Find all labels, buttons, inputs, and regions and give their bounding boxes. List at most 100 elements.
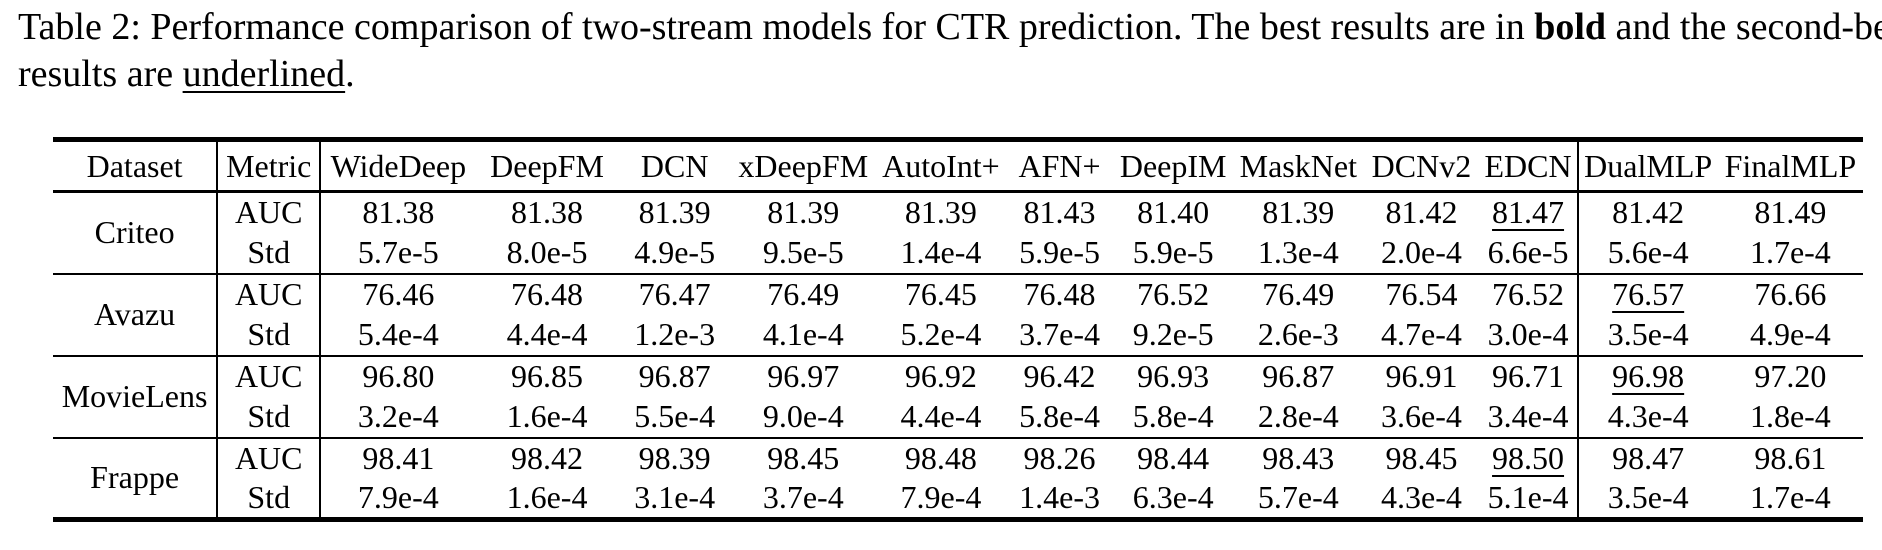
column-header-model: DualMLP bbox=[1577, 139, 1718, 193]
auc-value-cell: 81.39 bbox=[904, 194, 977, 231]
std-value-cell: 3.5e-4 bbox=[1607, 316, 1689, 352]
caption-text-1: Table 2: Performance comparison of two-s… bbox=[18, 6, 1535, 48]
auc-value-cell: 81.43 bbox=[1023, 194, 1096, 231]
std-value-cell: 5.8e-4 bbox=[1132, 398, 1214, 434]
auc-value-cell: 76.45 bbox=[904, 276, 977, 312]
std-value-cell: 9.2e-5 bbox=[1132, 316, 1214, 352]
std-value-cell: 2.6e-3 bbox=[1257, 316, 1339, 352]
metric-label-cell: AUC bbox=[217, 355, 322, 397]
header-row: Dataset Metric WideDeep DeepFM DCN xDeep… bbox=[53, 139, 1863, 193]
auc-value-cell: 98.41 bbox=[362, 440, 435, 476]
auc-value-cell: 81.39 bbox=[767, 194, 840, 231]
auc-value-cell: 81.39 bbox=[1262, 194, 1335, 231]
auc-value-cell: 76.49 bbox=[767, 276, 840, 312]
std-value-cell: 3.5e-4 bbox=[1607, 479, 1689, 516]
auc-value-cell: 98.45 bbox=[1385, 440, 1458, 476]
std-value-cell: 1.8e-4 bbox=[1749, 398, 1831, 434]
dataset-cell: MovieLens bbox=[53, 355, 219, 438]
dataset-cell: Frappe bbox=[53, 437, 219, 520]
std-value-cell: 3.7e-4 bbox=[762, 479, 844, 516]
auc-value-cell: 76.52 bbox=[1137, 276, 1210, 312]
std-value-cell: 5.9e-5 bbox=[1132, 234, 1214, 270]
std-value-cell: 2.8e-4 bbox=[1257, 398, 1339, 434]
auc-value-cell: 96.97 bbox=[767, 358, 840, 394]
column-header-model: DeepIM bbox=[1113, 139, 1234, 193]
column-header-model: EDCN bbox=[1479, 139, 1579, 193]
column-header-model: FinalMLP bbox=[1717, 139, 1863, 193]
std-value-cell: 1.7e-4 bbox=[1749, 479, 1831, 516]
caption-text-3: results are bbox=[18, 53, 183, 95]
table-row-movielens-auc: MovieLens AUC 96.80 96.85 96.87 96.97 96… bbox=[53, 355, 1863, 438]
auc-value-cell: 96.42 bbox=[1023, 358, 1096, 394]
std-value-cell: 3.1e-4 bbox=[634, 479, 716, 516]
auc-value-cell: 96.87 bbox=[1262, 358, 1335, 394]
std-value-cell: 3.6e-4 bbox=[1381, 398, 1462, 434]
auc-value-cell-second-best: 98.50 bbox=[1479, 437, 1579, 479]
std-value-cell: 5.7e-4 bbox=[1257, 479, 1339, 516]
auc-value-cell-best: 81.49 bbox=[1754, 194, 1827, 231]
auc-value-cell: 81.38 bbox=[362, 194, 435, 231]
table-row-avazu-std: Std 5.4e-4 4.4e-4 1.2e-3 4.1e-4 5.2e-4 3… bbox=[53, 314, 1863, 356]
auc-value-cell-best: 76.66 bbox=[1754, 276, 1827, 312]
std-value-cell: 6.6e-5 bbox=[1479, 232, 1579, 274]
caption-underlined-word: underlined bbox=[182, 53, 346, 95]
auc-value-cell: 98.48 bbox=[904, 440, 977, 476]
auc-value-cell: 76.54 bbox=[1385, 276, 1458, 312]
std-value-cell: 1.6e-4 bbox=[506, 398, 588, 434]
metric-label-cell: Std bbox=[217, 396, 322, 438]
std-value-cell: 4.9e-5 bbox=[634, 234, 716, 270]
auc-value-cell: 96.80 bbox=[362, 358, 435, 394]
auc-value-cell: 98.26 bbox=[1023, 440, 1096, 476]
auc-value-cell: 98.39 bbox=[638, 440, 711, 476]
auc-value-cell-best: 98.61 bbox=[1754, 440, 1827, 476]
metric-label-cell: Std bbox=[217, 314, 322, 356]
auc-value-cell: 96.85 bbox=[511, 358, 584, 394]
std-value-cell: 5.9e-5 bbox=[1019, 234, 1100, 270]
auc-value-cell: 76.47 bbox=[638, 276, 711, 312]
std-value-cell: 5.7e-5 bbox=[357, 234, 439, 270]
auc-value-cell: 76.46 bbox=[362, 276, 435, 312]
std-value-cell: 4.3e-4 bbox=[1381, 479, 1462, 516]
column-header-model: DCNv2 bbox=[1363, 139, 1480, 193]
column-header-model: AFN+ bbox=[1006, 139, 1114, 193]
std-value-cell: 4.1e-4 bbox=[762, 316, 844, 352]
auc-value-cell: 96.92 bbox=[904, 358, 977, 394]
auc-value-cell: 96.71 bbox=[1479, 355, 1579, 397]
std-value-cell: 4.3e-4 bbox=[1607, 398, 1689, 434]
auc-value-cell-second-best: 81.47 bbox=[1479, 191, 1579, 233]
std-value-cell: 3.2e-4 bbox=[357, 398, 439, 434]
std-value-cell: 8.0e-5 bbox=[506, 234, 588, 270]
std-value-cell: 9.5e-5 bbox=[762, 234, 844, 270]
column-header-metric: Metric bbox=[217, 139, 322, 193]
table-row-frappe-auc: Frappe AUC 98.41 98.42 98.39 98.45 98.48… bbox=[53, 437, 1863, 520]
std-value-cell: 2.0e-4 bbox=[1381, 234, 1462, 270]
auc-value-cell: 98.47 bbox=[1612, 440, 1685, 476]
table-row-movielens-std: Std 3.2e-4 1.6e-4 5.5e-4 9.0e-4 4.4e-4 5… bbox=[53, 396, 1863, 438]
std-value-cell: 5.4e-4 bbox=[357, 316, 439, 352]
std-value-cell: 5.6e-4 bbox=[1607, 234, 1689, 270]
auc-value-cell-best: 97.20 bbox=[1754, 358, 1827, 394]
metric-label-cell: AUC bbox=[217, 437, 322, 479]
std-value-cell: 7.9e-4 bbox=[900, 479, 982, 516]
results-table: Dataset Metric WideDeep DeepFM DCN xDeep… bbox=[53, 137, 1863, 522]
caption-text-4: . bbox=[345, 53, 355, 95]
auc-value-cell: 81.40 bbox=[1137, 194, 1210, 231]
std-value-cell: 1.4e-4 bbox=[900, 234, 982, 270]
std-value-cell: 6.3e-4 bbox=[1132, 479, 1214, 516]
std-value-cell: 5.5e-4 bbox=[634, 398, 716, 434]
table-row-avazu-auc: Avazu AUC 76.46 76.48 76.47 76.49 76.45 … bbox=[53, 273, 1863, 356]
column-header-model: MaskNet bbox=[1233, 139, 1364, 193]
auc-value-cell: 98.43 bbox=[1262, 440, 1335, 476]
auc-value-cell: 98.44 bbox=[1137, 440, 1210, 476]
auc-value-cell: 96.91 bbox=[1385, 358, 1458, 394]
std-value-cell: 4.9e-4 bbox=[1749, 316, 1831, 352]
dataset-cell: Criteo bbox=[53, 191, 219, 274]
std-value-cell: 5.1e-4 bbox=[1479, 478, 1579, 520]
std-value-cell: 7.9e-4 bbox=[357, 479, 439, 516]
auc-value-cell: 76.49 bbox=[1262, 276, 1335, 312]
column-header-model: WideDeep bbox=[320, 139, 476, 193]
std-value-cell: 1.4e-3 bbox=[1019, 479, 1100, 516]
std-value-cell: 1.7e-4 bbox=[1749, 234, 1831, 270]
caption-bold-word: bold bbox=[1534, 6, 1607, 48]
